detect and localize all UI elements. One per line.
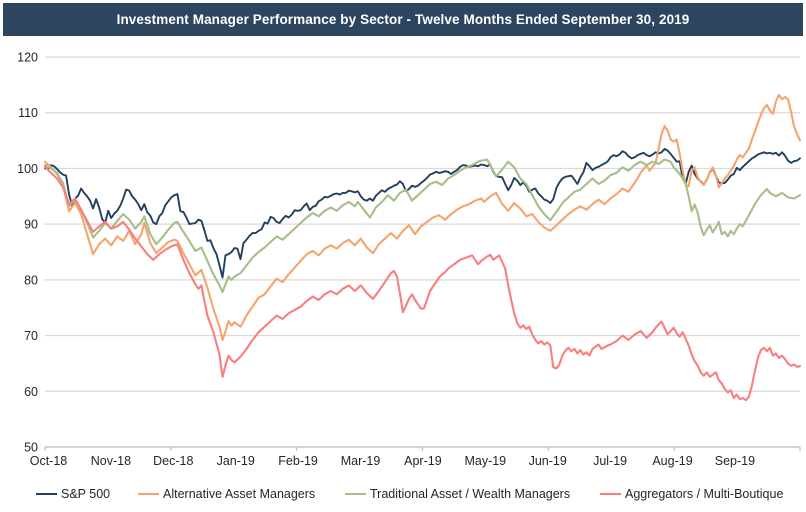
legend: S&P 500 Alternative Asset Managers Tradi… [0, 480, 806, 508]
performance-line-chart: 50 60 70 80 90 100 110 120 Oct-18 Nov-18 Dec-18 Jan… [17, 51, 802, 468]
series-line-s-p-500 [44, 147, 801, 279]
x-axis-tick-label: Mar-19 [341, 454, 381, 468]
legend-marker-aggregators-icon [600, 493, 621, 495]
x-axis-tick-label: Jan-19 [217, 454, 255, 468]
legend-marker-alternative-icon [138, 493, 159, 495]
x-axis-tick-label: May-19 [464, 454, 506, 468]
y-axis-tick-label: 50 [24, 441, 38, 455]
legend-marker-sp500-icon [36, 493, 57, 495]
y-axis-tick-label: 120 [17, 51, 38, 65]
legend-label: Alternative Asset Managers [163, 487, 316, 501]
series-line-aggregators-multi-boutique [43, 165, 802, 402]
series-line-traditional-asset-wealth-managers [43, 158, 802, 294]
legend-label: S&P 500 [61, 487, 111, 501]
chart-title: Investment Manager Performance by Sector… [3, 3, 803, 36]
y-axis-tick-label: 80 [24, 273, 38, 287]
x-axis-tick-label: Jun-19 [529, 454, 567, 468]
x-axis-tick-label: Nov-18 [91, 454, 131, 468]
x-axis-tick-label: Dec-18 [153, 454, 193, 468]
x-axis-tick-label: Apr-19 [404, 454, 442, 468]
legend-item-sp500: S&P 500 [36, 484, 110, 504]
series-line-alternative-asset-managers [43, 93, 802, 342]
x-axis-tick-label: Feb-19 [278, 454, 318, 468]
y-axis-tick-label: 110 [18, 106, 38, 120]
legend-label: Traditional Asset / Wealth Managers [370, 487, 571, 501]
y-axis-tick-label: 90 [24, 218, 38, 232]
x-axis-tick-label: Oct-18 [30, 454, 68, 468]
y-axis-tick-label: 100 [17, 162, 38, 176]
x-axis-tick-label: Aug-19 [652, 454, 692, 468]
y-axis-tick-label: 60 [24, 385, 38, 399]
x-axis-tick-label: Sep-19 [715, 454, 755, 468]
legend-item-traditional: Traditional Asset / Wealth Managers [345, 484, 570, 504]
legend-label: Aggregators / Multi-Boutique [625, 487, 784, 501]
y-axis-tick-label: 70 [24, 329, 38, 343]
legend-item-aggregators: Aggregators / Multi-Boutique [600, 484, 783, 504]
legend-marker-traditional-icon [345, 493, 366, 495]
x-axis-tick-label: Jul-19 [593, 454, 627, 468]
legend-item-alternative: Alternative Asset Managers [138, 484, 315, 504]
